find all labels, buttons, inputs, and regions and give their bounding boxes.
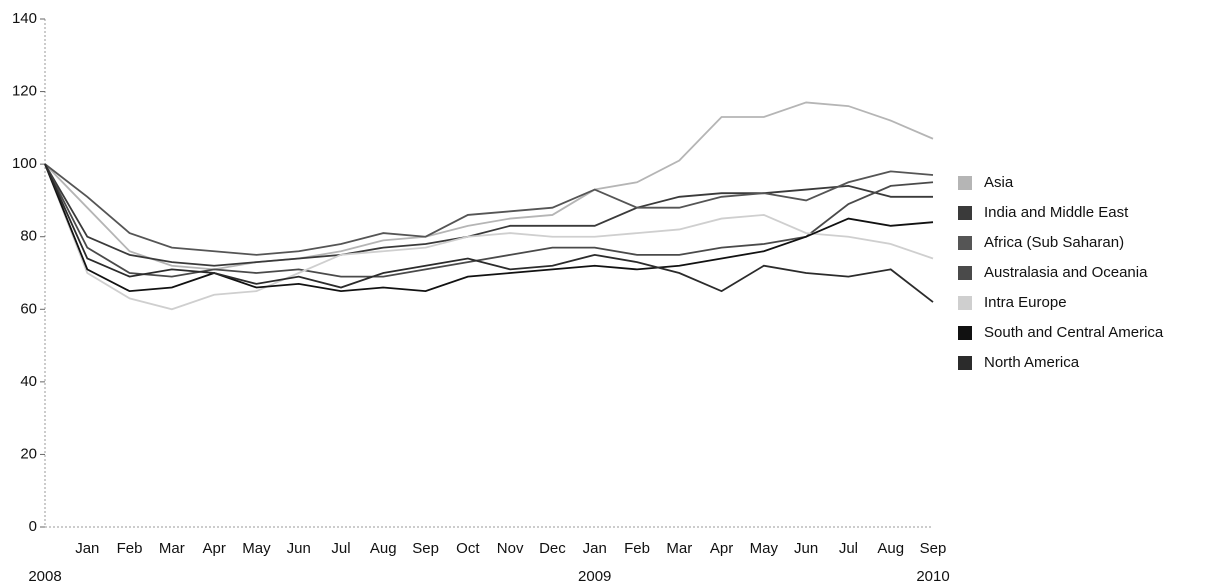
legend-label: India and Middle East	[984, 204, 1129, 221]
y-tick-label: 20	[20, 445, 37, 462]
y-tick-label: 80	[20, 228, 37, 245]
legend-label: Asia	[984, 174, 1014, 191]
legend-swatch	[958, 206, 972, 220]
x-tick-label: Jun	[794, 540, 818, 557]
legend-swatch	[958, 296, 972, 310]
x-tick-label: Aug	[370, 540, 397, 557]
legend-label: Australasia and Oceania	[984, 264, 1148, 281]
legend-label: Africa (Sub Saharan)	[984, 234, 1124, 251]
x-tick-label: Sep	[920, 540, 947, 557]
x-tick-label: Mar	[159, 540, 185, 557]
series-line	[44, 163, 933, 267]
x-tick-label: May	[750, 540, 779, 557]
x-group-label: 2010	[916, 568, 949, 585]
series-line	[44, 163, 934, 278]
legend-swatch	[958, 236, 972, 250]
x-tick-label: Dec	[539, 540, 566, 557]
y-tick-label: 120	[12, 83, 37, 100]
x-tick-label: Jan	[75, 540, 99, 557]
legend-swatch	[958, 326, 972, 340]
x-tick-label: Oct	[456, 540, 480, 557]
x-tick-label: Feb	[624, 540, 650, 557]
x-tick-label: Apr	[202, 540, 225, 557]
y-tick-label: 0	[29, 518, 37, 535]
y-tick-label: 100	[12, 155, 37, 172]
x-tick-label: Apr	[710, 540, 733, 557]
series-line	[44, 101, 934, 271]
series-line	[44, 163, 934, 293]
x-tick-label: Mar	[666, 540, 692, 557]
y-tick-label: 60	[20, 300, 37, 317]
x-tick-label: Jul	[839, 540, 858, 557]
legend-label: South and Central America	[984, 324, 1164, 341]
legend-swatch	[958, 176, 972, 190]
x-tick-label: Jan	[583, 540, 607, 557]
x-tick-label: Aug	[877, 540, 904, 557]
series-line	[44, 163, 934, 303]
x-group-label: 2009	[578, 568, 611, 585]
x-tick-label: May	[242, 540, 271, 557]
x-tick-label: Jun	[287, 540, 311, 557]
x-group-label: 2008	[28, 568, 61, 585]
series-line	[44, 163, 934, 256]
legend-swatch	[958, 356, 972, 370]
y-tick-label: 40	[20, 373, 37, 390]
x-tick-label: Feb	[117, 540, 143, 557]
series-line	[44, 163, 934, 311]
legend-label: Intra Europe	[984, 294, 1067, 311]
legend-label: North America	[984, 354, 1080, 371]
x-tick-label: Jul	[331, 540, 350, 557]
legend-swatch	[958, 266, 972, 280]
y-tick-label: 140	[12, 10, 37, 27]
x-tick-label: Nov	[497, 540, 524, 557]
x-tick-label: Sep	[412, 540, 439, 557]
